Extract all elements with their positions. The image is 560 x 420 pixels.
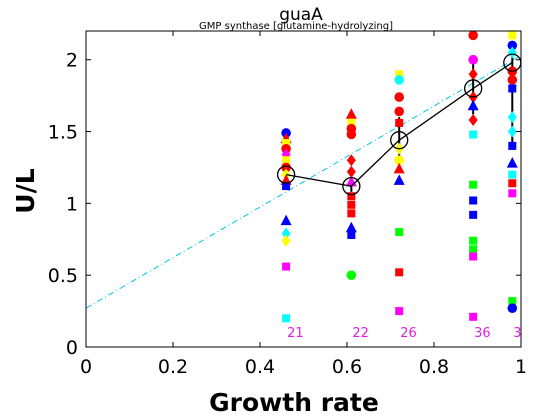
data-point [346,270,357,280]
data-point [508,170,517,179]
data-point [345,221,357,233]
data-point [395,268,404,277]
data-point [347,209,356,218]
data-point [506,157,518,168]
data-point [281,234,291,247]
data-point [469,180,478,189]
data-point [469,245,478,254]
sample-count: 21 [287,326,304,341]
data-point [345,108,357,119]
data-point [282,182,291,191]
data-point [395,118,404,127]
mean-marker [342,176,361,196]
data-point [468,68,478,81]
data-point [393,162,405,174]
y-tick-label: 0 [66,337,78,359]
sample-count: 36 [474,326,491,341]
sample-count: 26 [400,326,417,341]
x-axis-label: Growth rate [209,388,379,417]
sample-count: 35 [513,326,530,341]
data-point [508,84,517,93]
data-point [393,174,405,185]
data-point [468,54,478,65]
data-point [469,236,478,245]
x-tick-label: 0.4 [245,356,275,378]
data-point [281,227,291,240]
data-point [347,192,356,201]
data-point [346,154,356,167]
plot-area: 21 22 26 36 35 [86,31,530,341]
data-point [281,162,291,173]
data-point [507,40,518,51]
data-point [282,314,291,323]
data-point [347,230,356,239]
data-point [468,31,478,41]
x-tick-label: 0.6 [332,356,362,378]
data-point [508,189,517,198]
x-tick-label: 0.8 [419,356,449,378]
data-point [395,228,404,237]
y-tick-label: 2 [66,50,78,72]
data-point [394,75,405,85]
data-point [507,111,517,124]
data-point [467,99,479,111]
y-tick-label: 1 [66,193,78,215]
data-point [507,125,517,138]
data-point [347,200,356,209]
data-point [394,106,405,117]
y-tick-label: 0.5 [48,265,78,287]
data-point [507,46,517,59]
data-point [507,303,518,314]
data-point [508,179,517,188]
data-point [395,307,404,316]
x-tick-label: 1 [515,356,527,378]
data-point [469,210,478,219]
mean-marker [463,79,483,98]
y-tick-label: 1.5 [48,122,78,144]
mean-marker [390,131,409,150]
data-point [282,262,291,271]
data-point [394,155,405,166]
fit-line [86,54,521,309]
data-point [508,297,517,306]
data-point [394,92,405,102]
data-point [507,75,518,85]
mean-marker [276,165,296,184]
x-tick-label: 0 [80,356,92,378]
data-point [469,130,478,139]
data-point [346,129,357,140]
mean-line [285,62,513,187]
data-point [469,252,478,261]
data-point [469,196,478,205]
data-point [346,165,356,178]
axis-ticks: 0 0.2 0.4 0.6 0.8 1 0 0.5 1 1.5 2 [48,31,527,378]
chart-title: guaA [279,5,323,25]
data-point [282,139,291,148]
chart-subtitle: GMP synthase [glutamine-hydrolyzing] [199,21,393,32]
data-point [395,70,404,79]
data-point [347,118,356,127]
x-tick-label: 0.2 [158,356,188,378]
data-point [508,141,517,150]
data-point [468,114,478,127]
data-point [280,214,292,226]
data-point [508,31,517,40]
sample-count: 22 [352,326,369,341]
data-point [282,156,291,165]
axes-box [85,30,522,348]
data-point [469,312,478,321]
y-axis-label: U/L [11,168,40,213]
